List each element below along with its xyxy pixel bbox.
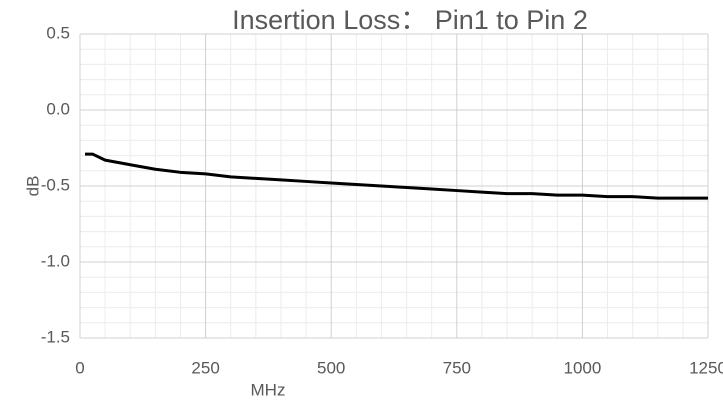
x-tick-label: 500 [317,358,345,377]
x-tick-label: 0 [75,358,84,377]
x-tick-label: 750 [443,358,471,377]
x-tick-label: 1000 [563,358,601,377]
y-axis-label: dB [23,176,42,197]
x-tick-label: 1250 [689,358,723,377]
y-tick-label: 0.5 [46,23,70,42]
x-tick-label: 250 [191,358,219,377]
y-tick-label: -0.5 [41,175,70,194]
data-line [85,152,708,200]
y-tick-label: -1.5 [41,327,70,346]
y-tick-label: 0.0 [46,99,70,118]
chart-title: Insertion Loss： Pin1 to Pin 2 [232,5,588,35]
y-tick-label: -1.0 [41,251,70,270]
x-axis-label: MHz [251,380,286,399]
